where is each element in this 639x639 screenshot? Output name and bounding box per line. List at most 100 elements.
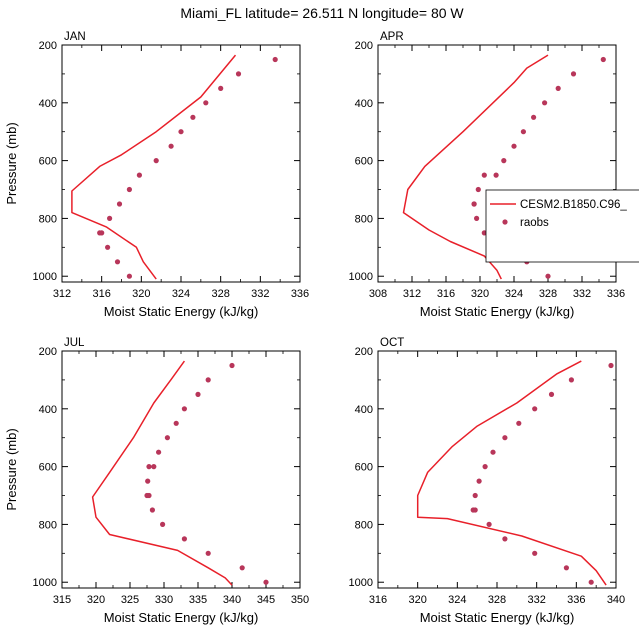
x-tick-label: 328: [539, 288, 557, 300]
obs-point: [218, 85, 224, 91]
obs-point: [203, 100, 209, 106]
y-tick-label: 1000: [33, 577, 57, 589]
x-tick-label: 316: [437, 288, 455, 300]
obs-point: [181, 406, 187, 412]
obs-point: [481, 230, 487, 236]
legend-model-label: CESM2.B1850.C96_: [520, 199, 627, 211]
obs-point: [486, 521, 492, 528]
obs-point: [520, 129, 527, 135]
obs-point: [272, 56, 278, 63]
obs-point: [114, 259, 121, 265]
obs-point: [205, 377, 211, 383]
legend-obs-swatch: [502, 219, 508, 225]
obs-point: [532, 550, 538, 556]
x-tick-label: 328: [211, 288, 229, 300]
y-tick-label: 400: [355, 98, 373, 110]
obs-point: [570, 71, 577, 77]
x-tick-label: 332: [573, 288, 591, 300]
legend: CESM2.B1850.C96_ raobs: [485, 189, 639, 263]
panel-apr: APR 308 312 316 320 324 328 332 336 200 400 600 800 1…: [349, 31, 626, 319]
obs-point: [146, 464, 152, 470]
figure-title: Miami_FL latitude= 26.511 N longitude= 8…: [180, 5, 464, 21]
x-tick-label: 316: [369, 594, 387, 606]
obs-point: [146, 492, 152, 499]
x-tick-label: 328: [488, 594, 506, 606]
obs-point: [472, 492, 478, 499]
obs-point: [474, 215, 480, 221]
x-tick-label: 330: [155, 594, 173, 606]
x-tick-label: 345: [257, 594, 275, 606]
obs-point: [490, 449, 496, 455]
x-tick-label: 320: [408, 594, 426, 606]
obs-point: [173, 420, 179, 426]
x-tick-label: 336: [607, 288, 625, 300]
obs-point: [511, 143, 517, 149]
x-tick-label: 320: [471, 288, 489, 300]
obs-point: [126, 273, 132, 279]
x-tick-label: 332: [251, 288, 269, 300]
obs-point: [545, 273, 551, 279]
x-tick-label: 316: [92, 288, 110, 300]
obs-point: [181, 536, 187, 542]
obs-point: [145, 478, 151, 484]
x-axis-label: Moist Static Energy (kJ/kg): [104, 610, 259, 625]
y-tick-label: 800: [355, 519, 373, 531]
obs-point: [195, 391, 201, 397]
obs-point: [548, 391, 555, 397]
panel-label-apr: APR: [380, 31, 404, 43]
obs-point: [532, 406, 538, 412]
x-tick-label: 312: [403, 288, 421, 300]
x-tick-label: 324: [448, 594, 466, 606]
y-tick-label: 400: [39, 98, 57, 110]
obs-point: [608, 362, 614, 369]
obs-point: [542, 100, 548, 106]
y-tick-label: 600: [355, 156, 373, 168]
y-tick-label: 1000: [349, 577, 373, 589]
obs-point: [563, 565, 570, 571]
y-tick-label: 600: [39, 462, 57, 474]
x-tick-label: 350: [291, 594, 309, 606]
obs-point: [156, 449, 162, 455]
y-axis-label: Pressure (mb): [4, 122, 19, 204]
x-tick-label: 325: [121, 594, 139, 606]
obs-point: [472, 507, 478, 513]
x-tick-label: 335: [189, 594, 207, 606]
x-tick-label: 336: [567, 594, 585, 606]
obs-point: [475, 186, 481, 193]
x-tick-label: 332: [527, 594, 545, 606]
y-tick-label: 200: [355, 40, 373, 52]
x-axis-label: Moist Static Energy (kJ/kg): [420, 610, 575, 625]
plot-frame: [61, 44, 301, 283]
x-tick-label: 308: [369, 288, 387, 300]
y-tick-label: 400: [355, 404, 373, 416]
obs-point: [568, 377, 575, 383]
x-tick-label: 340: [223, 594, 241, 606]
obs-point: [205, 550, 211, 556]
y-tick-label: 1000: [349, 271, 373, 283]
obs-point: [136, 172, 142, 178]
obs-point: [97, 230, 103, 236]
model-line-jan: [71, 54, 237, 280]
x-tick-label: 312: [53, 288, 71, 300]
obs-point: [531, 114, 537, 120]
model-line-jul: [91, 360, 233, 586]
obs-point: [149, 507, 155, 513]
x-tick-label: 315: [53, 594, 71, 606]
x-axis-label: Moist Static Energy (kJ/kg): [420, 304, 575, 319]
obs-point: [153, 158, 159, 164]
obs-point: [160, 521, 166, 528]
panel-jan: JAN 312 316 320 324 328 332 336 200 400 600 800 1000…: [4, 31, 309, 319]
x-tick-label: 320: [87, 594, 105, 606]
obs-point: [516, 420, 522, 426]
obs-point: [502, 536, 508, 542]
panel-jul: JUL 315 320 325 330 335 340 345 350 200 400 600 800 1…: [4, 337, 309, 625]
obs-point: [482, 464, 488, 470]
y-tick-label: 600: [355, 462, 373, 474]
obs-point: [600, 56, 606, 63]
obs-point: [588, 579, 594, 585]
obs-point: [190, 114, 196, 120]
obs-point: [263, 579, 269, 585]
legend-box: [485, 189, 639, 263]
panel-oct: OCT 316 320 324 328 332 336 340 200 400 600 800 1000…: [349, 337, 626, 625]
y-tick-label: 600: [39, 156, 57, 168]
